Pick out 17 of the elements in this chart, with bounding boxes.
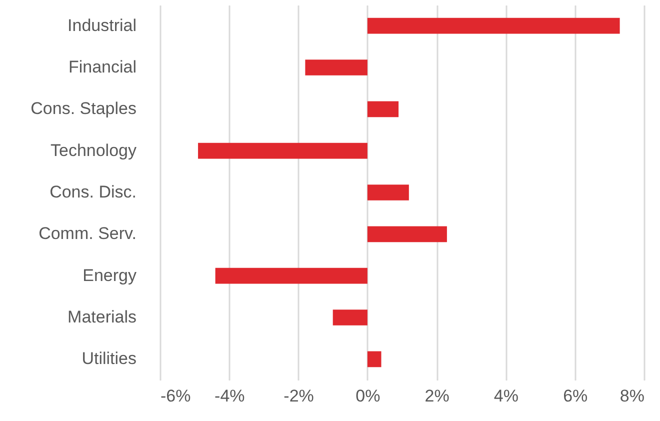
y-tick-label: Cons. Disc. [50,182,136,202]
y-tick-label: Energy [82,266,137,285]
y-tick-label: Cons. Staples [30,99,136,118]
y-tick-label: Comm. Serv. [38,224,136,244]
x-tick-label: -6% [160,386,191,406]
y-tick-label: Utilities [82,349,136,368]
x-tick-label: -4% [214,386,245,406]
x-tick-label: 4% [494,386,519,406]
x-tick-label: -2% [284,386,314,406]
x-tick-label: 0% [356,386,380,406]
y-tick-label: Technology [50,140,137,160]
x-tick-label: 2% [424,386,450,406]
y-tick-label: Industrial [68,16,136,35]
x-tick-label: 8% [620,386,644,406]
y-tick-label: Materials [68,308,136,326]
x-tick-label: 6% [563,386,588,406]
y-tick-label: Financial [68,58,136,76]
